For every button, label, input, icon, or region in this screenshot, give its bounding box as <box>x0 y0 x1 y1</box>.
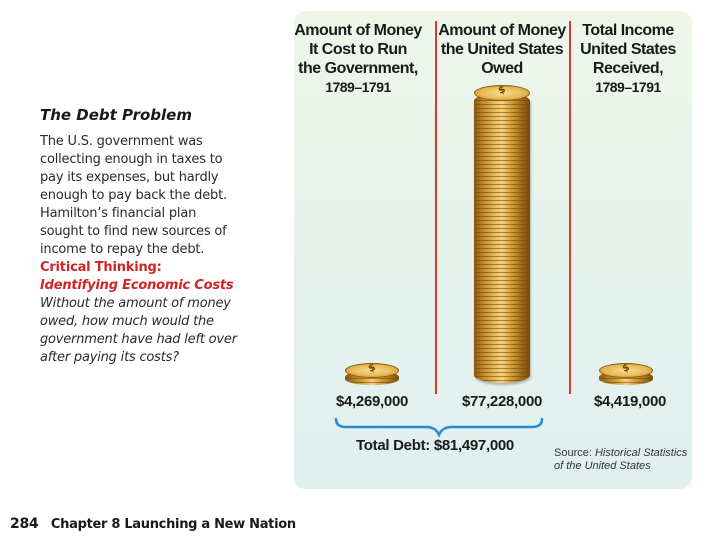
page-number: 284 <box>10 516 39 532</box>
column-header-income: Total Income United States Received, 178… <box>564 21 692 97</box>
source-title: Historical Statistics of the United Stat… <box>554 447 688 472</box>
value-label-cost: $4,269,000 <box>335 393 409 410</box>
column-header-owed: Amount of Money the United States Owed <box>438 21 566 78</box>
caption-title: The Debt Problem <box>40 106 192 124</box>
total-debt-label: Total Debt: $81,497,000 <box>356 437 514 454</box>
column-divider-right <box>569 21 571 394</box>
column-header-income-line1: Total Income <box>582 22 674 39</box>
value-label-owed: $77,228,000 <box>461 393 543 410</box>
column-header-cost-line1: Amount of Money <box>294 22 422 39</box>
coin-bar-owed-top: $ <box>474 84 530 101</box>
column-header-cost-line2: It Cost to Run <box>309 41 407 58</box>
source-label: Source: <box>554 447 592 459</box>
chapter-title: Chapter 8 Launching a New Nation <box>50 517 296 532</box>
column-header-cost-line3: the Government, <box>298 60 418 77</box>
column-header-cost-years: 1789–1791 <box>325 79 391 95</box>
column-divider-left <box>435 21 437 394</box>
column-header-cost: Amount of Money It Cost to Run the Gover… <box>294 21 422 97</box>
column-header-owed-line2: the United States <box>440 41 564 58</box>
caption-text: The U.S. government was collecting enoug… <box>40 133 240 367</box>
total-debt-bracket <box>334 417 544 437</box>
column-header-owed-line1: Amount of Money <box>438 22 566 39</box>
caption-block: The Debt Problem The U.S. government was… <box>40 106 240 367</box>
critical-thinking-label: Critical Thinking: <box>40 260 162 275</box>
caption-body: The U.S. government was collecting enoug… <box>40 134 227 257</box>
column-header-income-line2: United States <box>580 41 676 58</box>
column-header-owed-line3: Owed <box>481 60 523 77</box>
source-note: Source: Historical Statistics of the Uni… <box>554 447 694 473</box>
column-header-income-years: 1789–1791 <box>595 79 661 95</box>
page-footer: 284 Chapter 8 Launching a New Nation <box>10 516 296 532</box>
coin-bar-owed <box>474 93 530 383</box>
critical-thinking-question: Without the amount of money owed, how mu… <box>40 296 237 365</box>
column-header-income-line3: Received, <box>592 60 664 77</box>
critical-thinking-skill: Identifying Economic Costs <box>40 278 234 293</box>
value-label-income: $4,419,000 <box>593 393 667 410</box>
debt-infographic: Amount of Money It Cost to Run the Gover… <box>294 11 692 489</box>
